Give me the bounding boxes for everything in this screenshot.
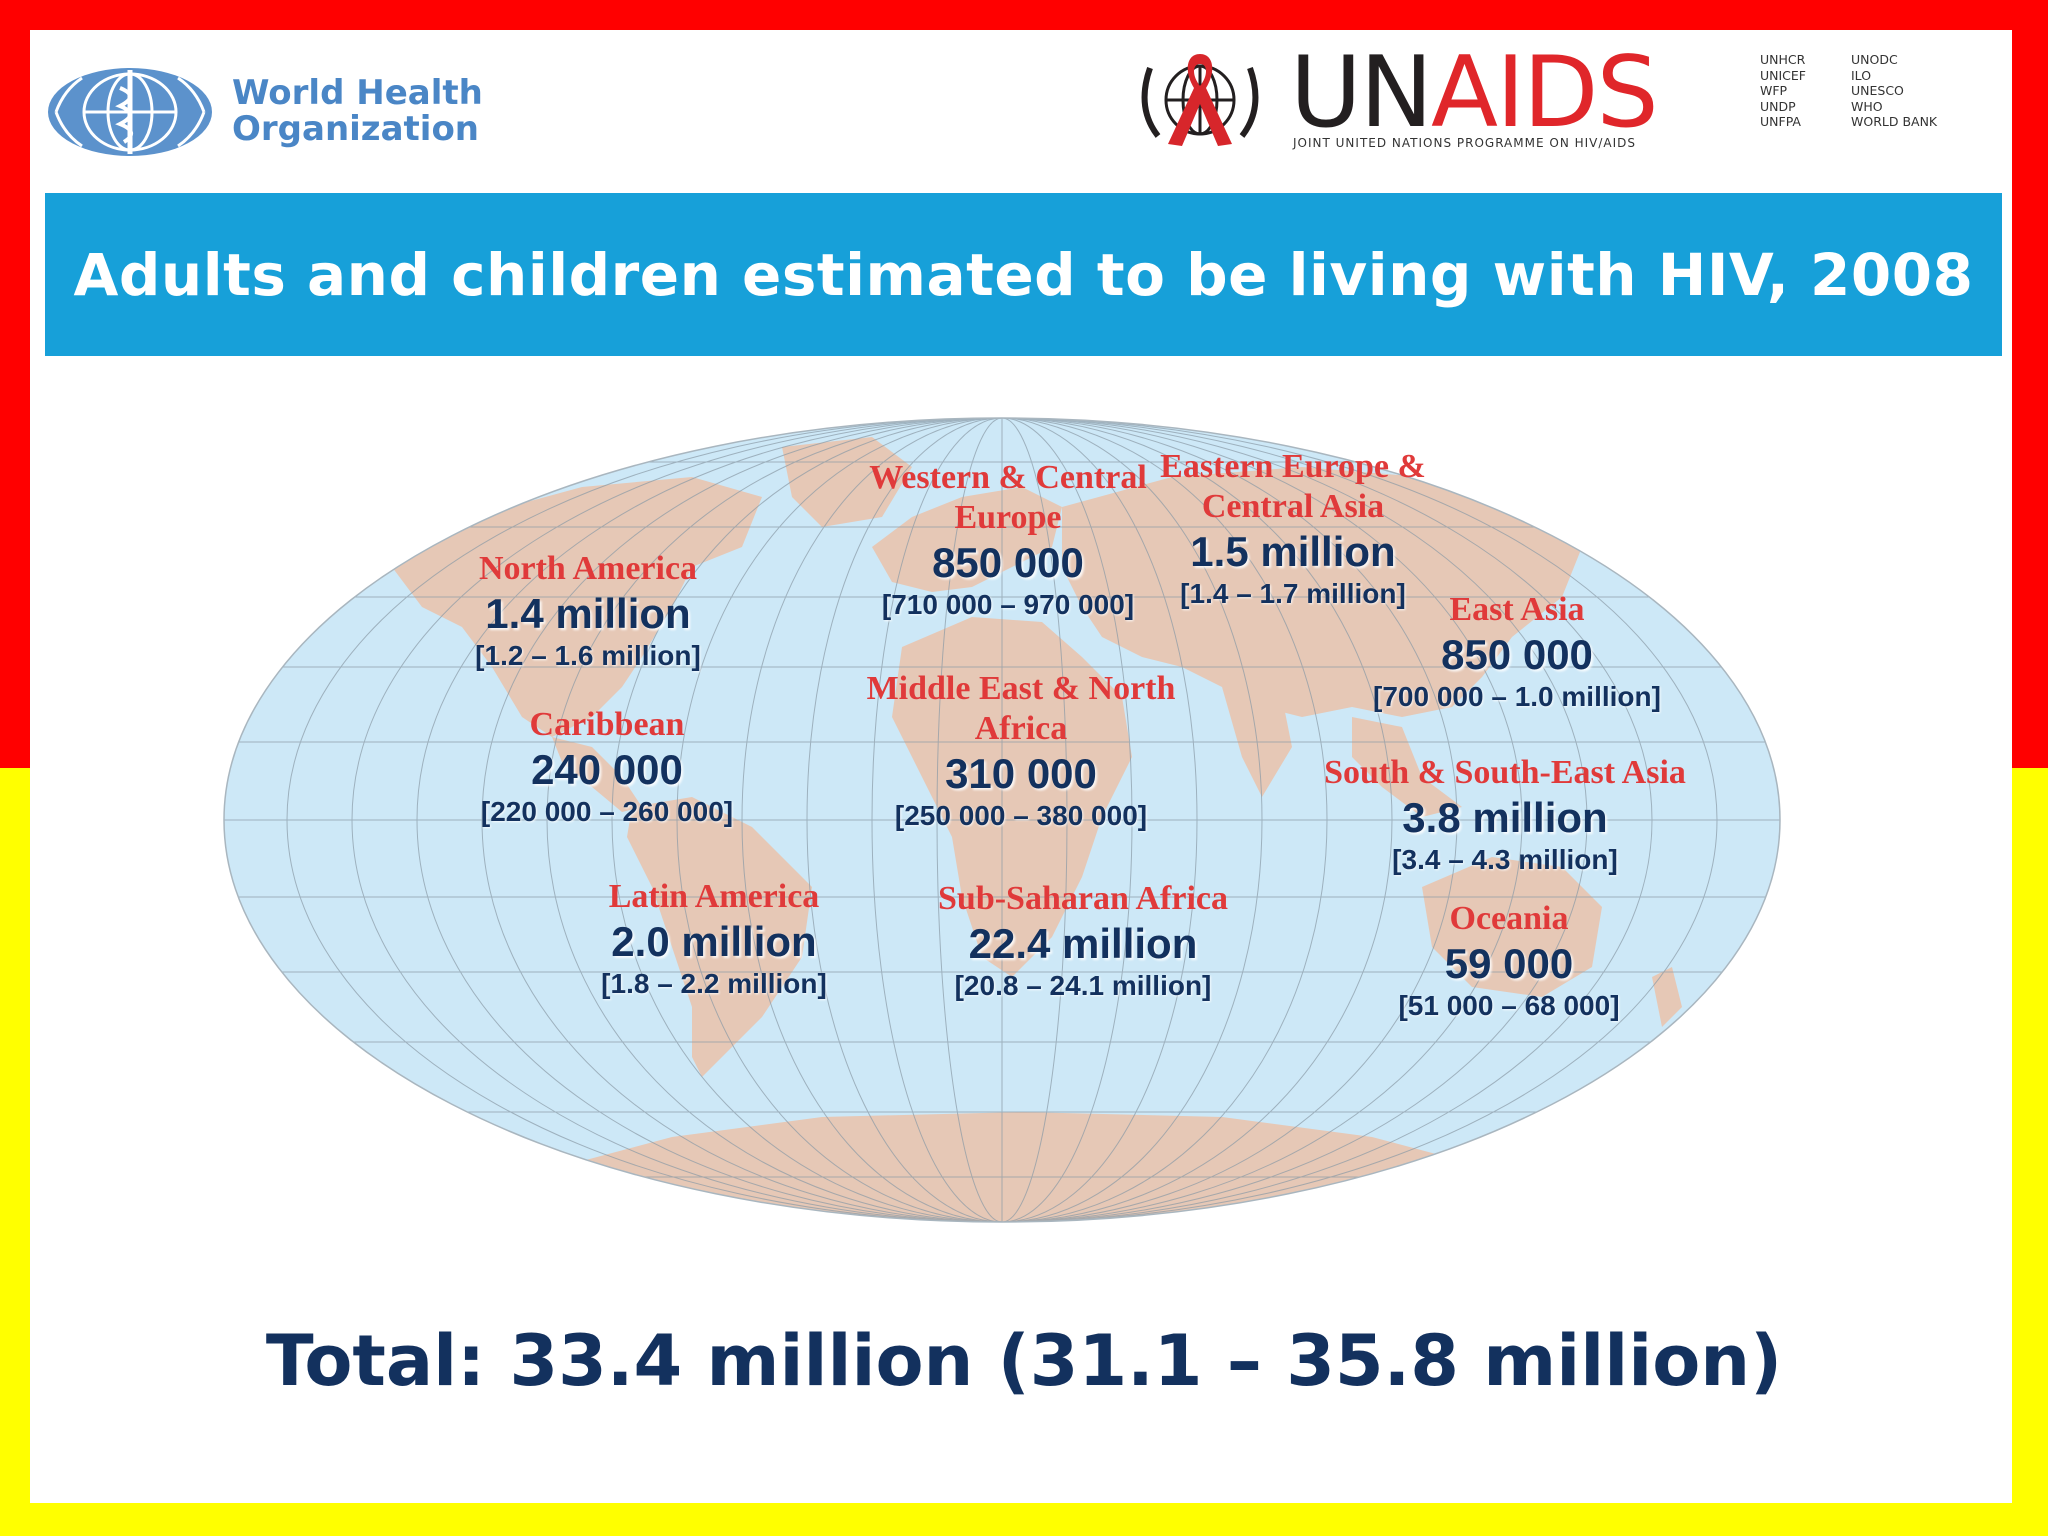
- region-name: South & South-East Asia: [1324, 754, 1686, 791]
- unaids-word-aids: AIDS: [1431, 36, 1659, 150]
- region-range: [250 000 – 380 000]: [894, 800, 1148, 831]
- region-range: [3.4 – 4.3 million]: [1392, 844, 1618, 875]
- region-name: East Asia: [1449, 591, 1585, 628]
- region-range: [20.8 – 24.1 million]: [954, 970, 1212, 1001]
- region-latin-america: Latin America 2.0 million [1.8 – 2.2 mil…: [601, 877, 827, 1001]
- region-name: Western & Central Europe: [869, 459, 1147, 536]
- world-map: [223, 417, 1781, 1223]
- region-value: 240 000: [531, 746, 683, 793]
- land-africa: [892, 617, 1132, 977]
- cosponsor-list-1: UNHCR UNICEF WFP UNDP UNFPA: [1760, 52, 1806, 130]
- cosponsor: UNODC: [1851, 52, 1898, 67]
- region-range: [51 000 – 68 000]: [1398, 990, 1620, 1021]
- region-value: 850 000: [1441, 631, 1593, 678]
- region-east-asia: East Asia 850 000 [700 000 – 1.0 million…: [1373, 590, 1661, 714]
- who-emblem-icon: [48, 68, 212, 156]
- slide-title: Adults and children estimated to be livi…: [73, 240, 1974, 309]
- cosponsor: UNDP: [1760, 98, 1796, 114]
- region-range: [1.2 – 1.6 million]: [475, 640, 701, 671]
- cosponsor: WORLD BANK: [1851, 114, 1938, 130]
- region-value: 1.4 million: [485, 590, 691, 637]
- landmasses: [392, 437, 1682, 1222]
- land-europe: [872, 487, 1062, 592]
- region-south-southeast-asia: South & South-East Asia 3.8 million [3.4…: [1324, 753, 1686, 877]
- region-sub-saharan-africa: Sub-Saharan Africa 22.4 million [20.8 – …: [938, 879, 1228, 1003]
- region-eastern-europe-central-asia: Eastern Europe & Central Asia 1.5 millio…: [1143, 447, 1443, 611]
- region-name: Oceania: [1449, 900, 1569, 937]
- title-banner: Adults and children estimated to be livi…: [45, 193, 2002, 356]
- total-estimate: Total: 33.4 million (31.1 – 35.8 million…: [265, 1320, 1783, 1402]
- unaids-tagline: JOINT UNITED NATIONS PROGRAMME ON HIV/AI…: [1293, 136, 1637, 150]
- who-logo-text: World Health Organization: [232, 75, 483, 147]
- cosponsor: WHO: [1851, 98, 1883, 114]
- region-name: Latin America: [608, 878, 820, 915]
- region-value: 850 000: [932, 539, 1084, 586]
- cosponsor: UNFPA: [1760, 114, 1801, 130]
- region-value: 3.8 million: [1402, 794, 1608, 841]
- region-range: [1.4 – 1.7 million]: [1180, 578, 1406, 609]
- land-australia: [1422, 857, 1602, 997]
- region-value: 59 000: [1444, 940, 1574, 987]
- region-oceania: Oceania 59 000 [51 000 – 68 000]: [1398, 899, 1619, 1023]
- region-value: 310 000: [945, 750, 1097, 797]
- region-value: 2.0 million: [611, 918, 817, 965]
- region-western-central-europe: Western & Central Europe 850 000 [710 00…: [868, 458, 1148, 622]
- land-central-america: [552, 737, 642, 812]
- unaids-word-un: UN: [1290, 36, 1433, 150]
- cosponsor: ILO: [1851, 67, 1872, 83]
- land-antarctica: [522, 1112, 1522, 1222]
- region-value: 22.4 million: [968, 920, 1198, 967]
- region-range: [700 000 – 1.0 million]: [1373, 681, 1661, 712]
- region-caribbean: Caribbean 240 000 [220 000 – 260 000]: [481, 705, 733, 829]
- region-range: [220 000 – 260 000]: [480, 796, 734, 827]
- un-emblem-ribbon-icon: [1141, 54, 1259, 146]
- cosponsor: WFP: [1760, 83, 1788, 99]
- region-name: Sub-Saharan Africa: [938, 880, 1228, 917]
- region-value: 1.5 million: [1190, 528, 1396, 575]
- cosponsor: UNESCO: [1851, 83, 1904, 99]
- region-name: Caribbean: [529, 706, 685, 743]
- unaids-wordmark: UNAIDS: [1290, 36, 1659, 150]
- region-north-america: North America 1.4 million [1.2 – 1.6 mil…: [475, 549, 701, 673]
- land-new-zealand: [1652, 967, 1682, 1027]
- region-name: North America: [478, 550, 698, 587]
- land-north-america: [392, 477, 762, 737]
- region-name: Eastern Europe & Central Asia: [1160, 448, 1426, 525]
- land-greenland: [782, 437, 912, 527]
- cosponsor: UNHCR: [1760, 52, 1806, 67]
- cosponsor-list-2: UNODC ILO UNESCO WHO WORLD BANK: [1851, 52, 1937, 130]
- region-name: Middle East & North Africa: [866, 670, 1176, 747]
- region-range: [1.8 – 2.2 million]: [601, 968, 827, 999]
- region-range: [710 000 – 970 000]: [881, 589, 1135, 620]
- graticule: [224, 418, 1780, 1222]
- land-south-america: [627, 797, 812, 1077]
- who-logo-line: World Health: [232, 73, 483, 113]
- who-logo-line: Organization: [232, 109, 480, 149]
- cosponsor: UNICEF: [1760, 67, 1807, 83]
- region-middle-east-north-africa: Middle East & North Africa 310 000 [250 …: [831, 669, 1211, 833]
